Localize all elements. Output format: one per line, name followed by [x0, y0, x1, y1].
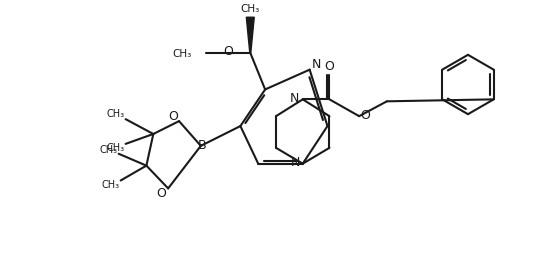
- Text: CH₃: CH₃: [102, 180, 120, 190]
- Text: N: N: [312, 58, 321, 71]
- Text: CH₃: CH₃: [107, 143, 125, 153]
- Text: O: O: [168, 110, 178, 123]
- Polygon shape: [246, 17, 254, 53]
- Text: O: O: [325, 60, 334, 73]
- Text: O: O: [360, 109, 370, 122]
- Text: CH₃: CH₃: [100, 145, 118, 155]
- Text: N: N: [290, 92, 300, 105]
- Text: CH₃: CH₃: [173, 49, 192, 59]
- Text: O: O: [157, 187, 166, 200]
- Text: B: B: [198, 139, 206, 152]
- Text: N: N: [291, 156, 300, 169]
- Text: O: O: [223, 45, 233, 58]
- Text: CH₃: CH₃: [107, 109, 125, 119]
- Text: CH₃: CH₃: [241, 4, 260, 14]
